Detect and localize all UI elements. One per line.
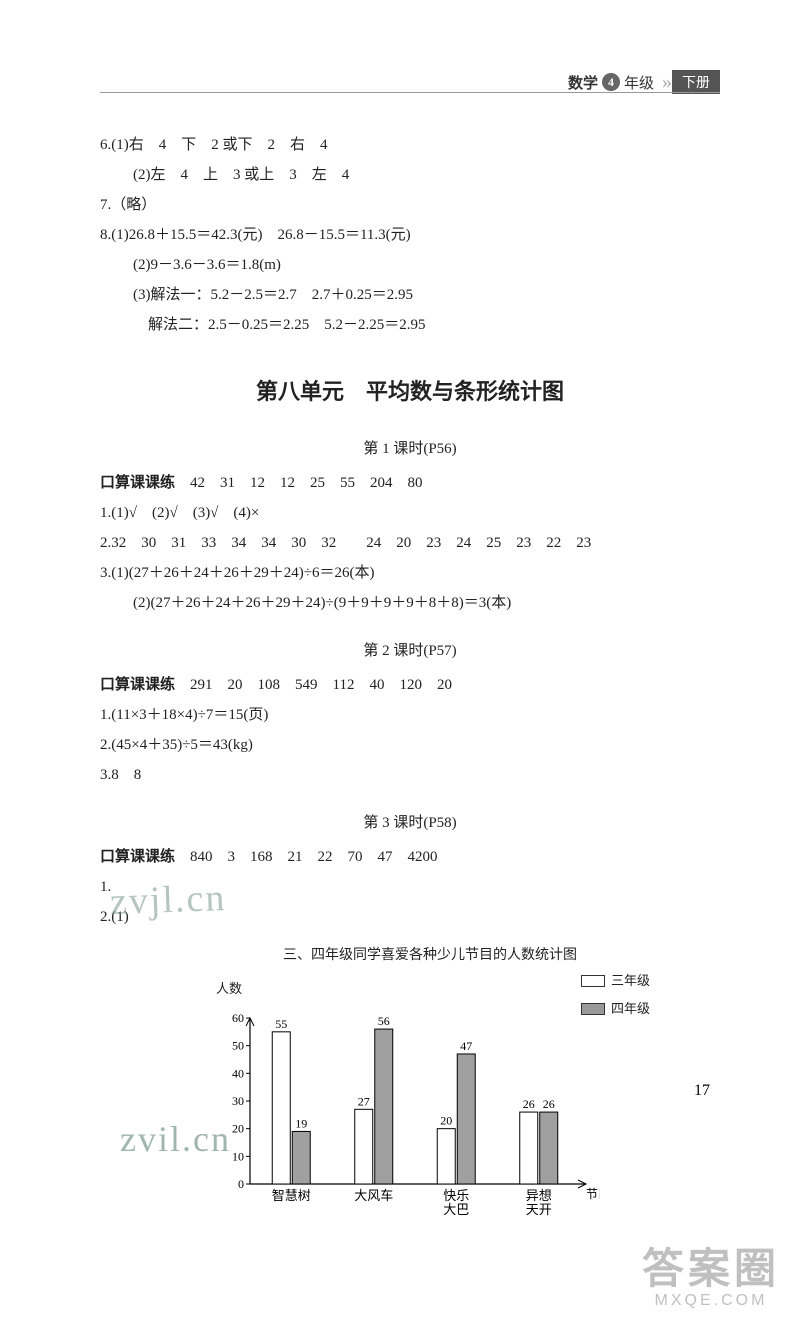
svg-text:大巴: 大巴 — [443, 1202, 469, 1217]
answer-line: (2)左 4 上 3 或上 3 左 4 — [100, 160, 720, 190]
answer-line: 3.8 8 — [100, 760, 720, 790]
answer-line: 8.(1)26.8＋15.5＝42.3(元) 26.8－15.5＝11.3(元) — [100, 220, 720, 250]
answer-line: (2)(27＋26＋24＋26＋29＋24)÷(9＋9＋9＋9＋8＋8)＝3(本… — [100, 588, 720, 618]
header-divider — [100, 92, 720, 93]
lesson-title: 第 1 课时(P56) — [100, 434, 720, 464]
oral-line: 口算课课练 840 3 168 21 22 70 47 4200 — [100, 842, 720, 872]
legend-item: 四年级 — [581, 996, 650, 1022]
answer-line: 2.(45×4＋35)÷5＝43(kg) — [100, 730, 720, 760]
subject-label: 数学 — [568, 72, 598, 93]
oral-line: 口算课课练 42 31 12 12 25 55 204 80 — [100, 468, 720, 498]
legend-item: 三年级 — [581, 968, 650, 994]
svg-text:55: 55 — [275, 1017, 287, 1031]
answer-line: 2.(1) — [100, 902, 720, 932]
oral-values: 291 20 108 549 112 40 120 20 — [175, 677, 452, 693]
q2-prefix: 2.(1) — [100, 909, 129, 925]
oral-label: 口算课课练 — [100, 474, 175, 491]
svg-text:26: 26 — [543, 1097, 555, 1111]
svg-text:40: 40 — [232, 1066, 244, 1080]
unit-title: 第八单元 平均数与条形统计图 — [100, 370, 720, 414]
answer-line: 2.32 30 31 33 34 34 30 32 24 20 23 24 25… — [100, 528, 720, 558]
svg-text:30: 30 — [232, 1094, 244, 1108]
legend-label-b: 四年级 — [611, 996, 650, 1022]
chart-title: 三、四年级同学喜爱各种少儿节目的人数统计图 — [220, 942, 640, 970]
svg-text:20: 20 — [232, 1122, 244, 1136]
bar-chart: 三、四年级同学喜爱各种少儿节目的人数统计图 三年级 四年级 人数 0102030… — [220, 942, 640, 1224]
svg-text:60: 60 — [232, 1011, 244, 1025]
page-number: 17 — [694, 1082, 710, 1100]
svg-text:天开: 天开 — [526, 1202, 552, 1217]
answer-line: 解法二：2.5－0.25＝2.25 5.2－2.25＝2.95 — [100, 310, 720, 340]
footer-brand: 答案圈 MXQE.COM — [642, 1235, 780, 1310]
chart-canvas: 0 10 20 30 40 50 60 节目 55 19 智慧树 27 56 大风车 20 47 快乐大巴 26 2… — [220, 1004, 600, 1224]
lesson-title: 第 2 课时(P57) — [100, 636, 720, 666]
oral-label: 口算课课练 — [100, 848, 175, 865]
svg-text:快乐: 快乐 — [443, 1188, 469, 1203]
page-header: 数学 4 年级 » 下册 — [568, 70, 720, 94]
svg-text:26: 26 — [523, 1097, 535, 1111]
answer-line: 6.(1)右 4 下 2 或下 2 右 4 — [100, 130, 720, 160]
svg-text:20: 20 — [440, 1114, 452, 1128]
answer-line: (2)9－3.6－3.6＝1.8(m) — [100, 250, 720, 280]
svg-text:19: 19 — [295, 1116, 307, 1130]
answer-line: 1.(1)√ (2)√ (3)√ (4)× — [100, 498, 720, 528]
y-axis-label: 人数 — [216, 976, 640, 1002]
content-body: 6.(1)右 4 下 2 或下 2 右 4 (2)左 4 上 3 或上 3 左 … — [100, 130, 720, 1224]
answer-line: 1. — [100, 872, 720, 902]
volume-badge: 下册 — [672, 70, 720, 94]
oral-line: 口算课课练 291 20 108 549 112 40 120 20 — [100, 670, 720, 700]
answer-line: 3.(1)(27＋26＋24＋26＋29＋24)÷6＝26(本) — [100, 558, 720, 588]
chevron-icon: » — [662, 71, 666, 94]
chart-legend: 三年级 四年级 — [581, 968, 650, 1024]
oral-values: 42 31 12 12 25 55 204 80 — [175, 475, 423, 491]
grade-number: 4 — [602, 73, 620, 91]
footer-brand-big: 答案圈 — [642, 1235, 780, 1296]
svg-text:异想: 异想 — [526, 1188, 552, 1203]
answer-line: (3)解法一：5.2－2.5＝2.7 2.7＋0.25＝2.95 — [100, 280, 720, 310]
legend-swatch-a — [581, 975, 605, 987]
grade-suffix: 年级 — [624, 72, 654, 93]
oral-label: 口算课课练 — [100, 676, 175, 693]
svg-text:0: 0 — [238, 1177, 244, 1191]
footer-brand-small: MXQE.COM — [642, 1292, 780, 1310]
lesson-title: 第 3 课时(P58) — [100, 808, 720, 838]
oral-values: 840 3 168 21 22 70 47 4200 — [175, 849, 438, 865]
svg-text:10: 10 — [232, 1149, 244, 1163]
svg-text:智慧树: 智慧树 — [272, 1188, 311, 1203]
svg-text:50: 50 — [232, 1039, 244, 1053]
svg-text:56: 56 — [378, 1014, 390, 1028]
svg-text:27: 27 — [358, 1094, 370, 1108]
legend-label-a: 三年级 — [611, 968, 650, 994]
svg-text:47: 47 — [460, 1039, 472, 1053]
svg-text:节目: 节目 — [586, 1187, 600, 1201]
answer-line: 7.（略） — [100, 190, 720, 220]
legend-swatch-b — [581, 1003, 605, 1015]
answer-line: 1.(11×3＋18×4)÷7＝15(页) — [100, 700, 720, 730]
svg-text:大风车: 大风车 — [354, 1188, 393, 1203]
